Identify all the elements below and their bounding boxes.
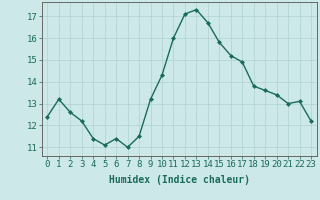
X-axis label: Humidex (Indice chaleur): Humidex (Indice chaleur) <box>109 175 250 185</box>
